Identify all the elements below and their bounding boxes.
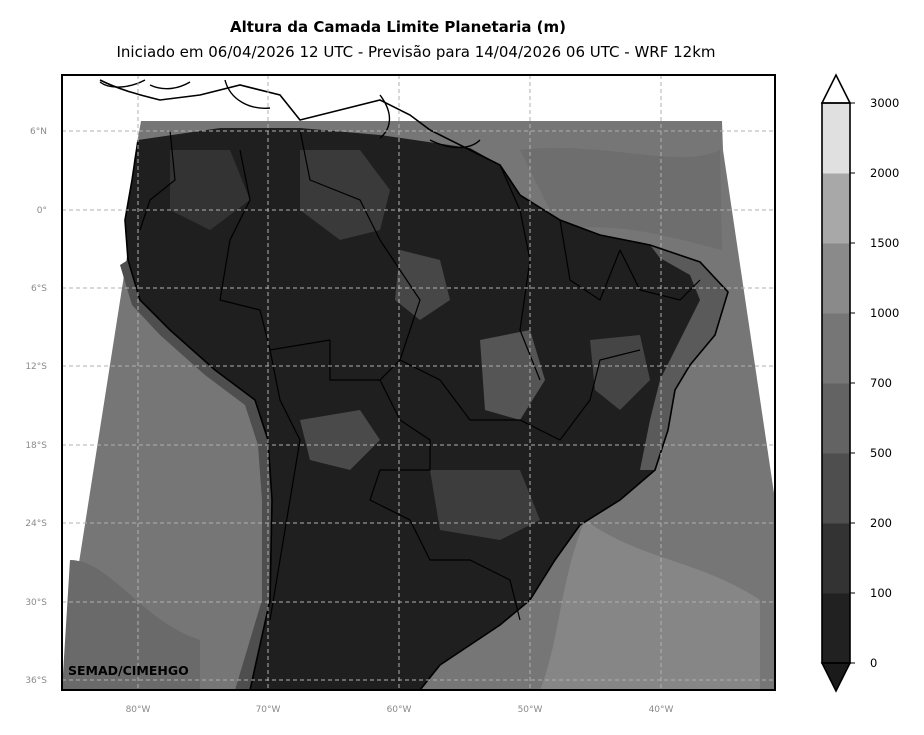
colorbar-label: 1000 [870, 306, 899, 320]
colorbar-segment [822, 313, 850, 384]
land-patch [395, 250, 450, 320]
colorbar-label: 500 [870, 446, 892, 460]
colorbar-label: 100 [870, 586, 892, 600]
ocean-patch [62, 560, 200, 690]
colorbar-label: 3000 [870, 96, 899, 110]
coastline-west [124, 139, 273, 690]
colorbar-label: 2000 [870, 166, 899, 180]
colorbar-label: 200 [870, 516, 892, 530]
caribbean-outline [99, 79, 481, 149]
lat-label: 24°S [25, 519, 47, 529]
coastal-belt [120, 260, 272, 690]
coastline [99, 79, 729, 690]
colorbar-segment [822, 103, 850, 174]
colorbar-extend-max [820, 73, 852, 104]
colorbar-segment [822, 243, 850, 314]
map-title: Altura da Camada Limite Planetaria (m) [229, 18, 567, 36]
ocean-patch [540, 520, 760, 690]
lon-label: 40°W [649, 705, 674, 715]
lat-label: 18°S [25, 441, 47, 451]
map-subtitle: Iniciado em 06/04/2026 12 UTC - Previsão… [116, 43, 716, 61]
longitude-labels: 80°W 70°W 60°W 50°W 40°W [126, 705, 674, 715]
colorbar-segment [822, 453, 850, 524]
colorbar-segment [822, 523, 850, 594]
land-patch [300, 410, 380, 470]
colorbar-segment [822, 383, 850, 454]
colorbar-segment [822, 593, 850, 664]
country-borders [139, 129, 701, 621]
land-patch [300, 150, 390, 240]
colorbar-label: 1500 [870, 236, 899, 250]
colorbar-label: 700 [870, 376, 892, 390]
lat-label: 0° [37, 206, 47, 216]
colorbar-label: 0 [870, 656, 877, 670]
map-frame [61, 74, 776, 691]
lat-label: 6°S [31, 284, 47, 294]
lat-label: 6°N [30, 127, 47, 137]
land-mass [125, 128, 728, 690]
colorbar-extend-min [820, 662, 852, 693]
colorbar-segment [822, 173, 850, 244]
coastal-belt [640, 245, 728, 470]
lat-label: 12°S [25, 362, 47, 372]
credit-label: SEMAD/CIMEHGO [68, 663, 189, 678]
lon-label: 50°W [518, 705, 543, 715]
colorbar: 0 100 200 500 700 1000 1500 2000 3000 [820, 73, 899, 693]
lon-label: 60°W [387, 705, 412, 715]
lat-label: 30°S [25, 598, 47, 608]
lon-label: 70°W [256, 705, 281, 715]
map-field [62, 79, 775, 690]
lon-label: 80°W [126, 705, 151, 715]
land-patch [590, 335, 650, 410]
lat-label: 36°S [25, 676, 47, 686]
gridlines [62, 75, 775, 690]
latitude-labels: 6°N 0° 6°S 12°S 18°S 24°S 30°S 36°S [25, 127, 47, 686]
